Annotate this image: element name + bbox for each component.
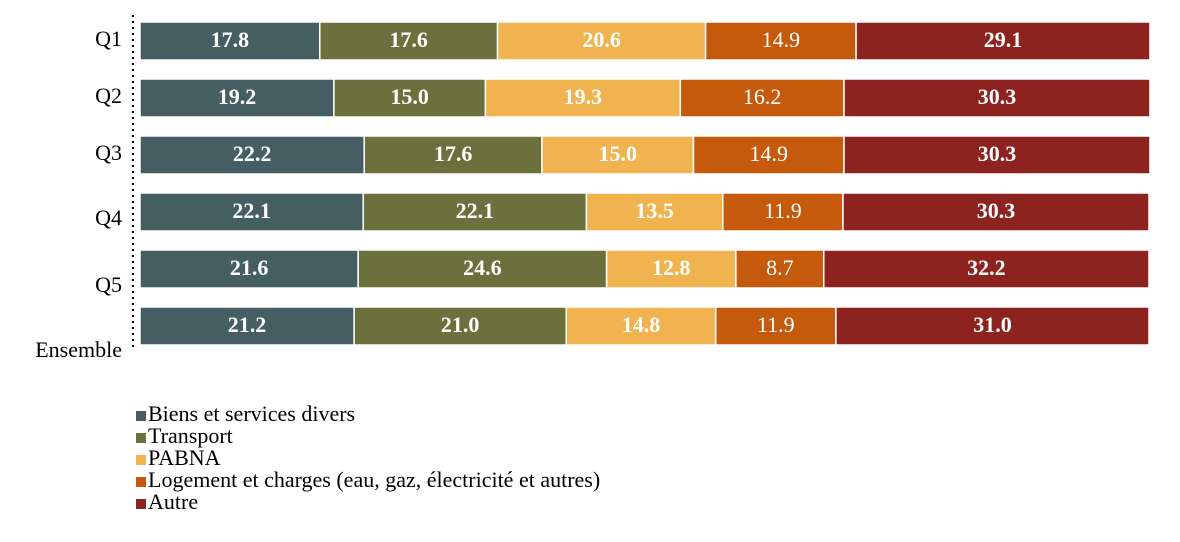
bar-segment (565, 306, 717, 346)
value-label: 15.0 (598, 141, 637, 166)
y-tick-label: Q3 (95, 140, 122, 165)
bar-segment (353, 306, 567, 346)
value-label: 8.7 (766, 255, 794, 280)
value-label: 14.9 (749, 141, 788, 166)
value-label: 31.0 (973, 312, 1012, 337)
value-label: 22.1 (456, 198, 495, 223)
bar-segment (843, 78, 1151, 118)
bar-segment (139, 21, 321, 61)
bar-segment (835, 306, 1150, 346)
value-label: 32.2 (967, 255, 1006, 280)
value-label: 16.2 (743, 84, 782, 109)
value-label: 29.1 (984, 27, 1023, 52)
legend-label: PABNA (148, 445, 221, 470)
bar-segment (139, 249, 359, 289)
bar-segment (823, 249, 1150, 289)
legend-swatch (136, 477, 146, 487)
bar-segment (585, 192, 724, 232)
value-label: 30.3 (977, 198, 1016, 223)
value-label: 21.0 (441, 312, 480, 337)
bar-segment (541, 135, 695, 175)
y-tick-label: Ensemble (35, 337, 122, 362)
bar-segment (362, 192, 588, 232)
value-label: 11.9 (757, 312, 795, 337)
value-label: 12.8 (652, 255, 691, 280)
bar-segment (735, 249, 825, 289)
bar-segment (722, 192, 844, 232)
bar-segment (704, 21, 857, 61)
value-label: 19.2 (218, 84, 257, 109)
bar-segment (484, 78, 682, 118)
value-label: 21.6 (230, 255, 269, 280)
bar-segment (139, 306, 355, 346)
legend-swatch (136, 455, 146, 465)
value-label: 30.3 (978, 84, 1017, 109)
bar-segment (319, 21, 499, 61)
value-label: 17.8 (211, 27, 250, 52)
y-tick-label: Q4 (95, 205, 122, 230)
value-label: 13.5 (635, 198, 674, 223)
value-label: 17.6 (434, 141, 473, 166)
value-label: 14.9 (762, 27, 801, 52)
legend-swatch (136, 411, 146, 421)
value-label: 19.3 (564, 84, 603, 109)
value-label: 30.3 (978, 141, 1017, 166)
legend-label: Logement et charges (eau, gaz, électrici… (148, 467, 600, 492)
value-label: 24.6 (463, 255, 502, 280)
bar-segment (714, 306, 837, 346)
y-tick-label: Q2 (95, 83, 122, 108)
legend-swatch (136, 433, 146, 443)
bar-segment (679, 78, 845, 118)
value-label: 22.1 (232, 198, 271, 223)
legend-label: Transport (148, 423, 233, 448)
value-label: 22.2 (233, 141, 272, 166)
value-label: 15.0 (390, 84, 429, 109)
bar-segment (139, 135, 365, 175)
bar-segment (363, 135, 543, 175)
value-label: 11.9 (764, 198, 802, 223)
legend-label: Autre (148, 489, 198, 514)
value-label: 14.8 (622, 312, 661, 337)
legend-label: Biens et services divers (148, 401, 355, 426)
bar-segment (139, 78, 335, 118)
bar-segment (605, 249, 737, 289)
y-tick-label: Q5 (95, 272, 122, 297)
bar-segment (842, 192, 1150, 232)
bar-segment (855, 21, 1151, 61)
value-label: 17.6 (389, 27, 428, 52)
value-label: 20.6 (582, 27, 621, 52)
y-tick-label: Q1 (95, 26, 122, 51)
bar-segment (333, 78, 487, 118)
legend-swatch (136, 499, 146, 509)
value-label: 21.2 (228, 312, 267, 337)
bar-segment (843, 135, 1151, 175)
